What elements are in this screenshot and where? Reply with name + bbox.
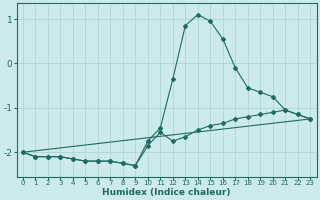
X-axis label: Humidex (Indice chaleur): Humidex (Indice chaleur) [102,188,231,197]
